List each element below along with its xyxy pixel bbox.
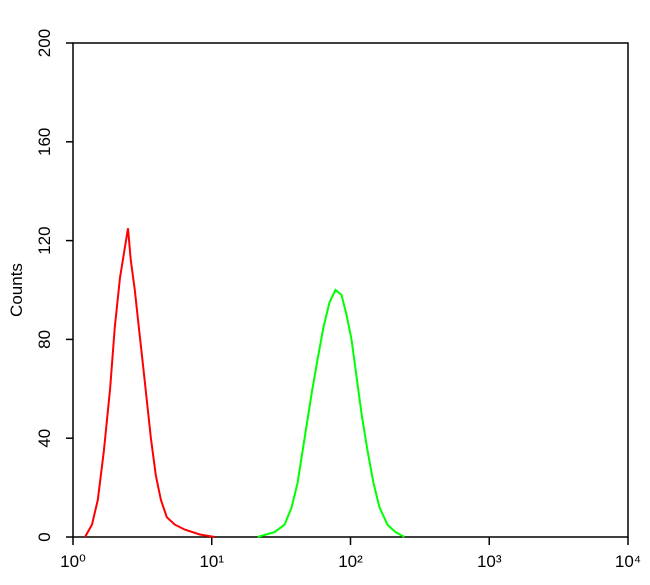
x-tick-label: 10² <box>338 552 363 571</box>
y-tick-label: 160 <box>35 128 54 156</box>
x-tick-label: 10⁴ <box>615 552 641 571</box>
series-line <box>257 288 405 538</box>
y-tick-label: 200 <box>35 29 54 57</box>
x-tick-label: 10¹ <box>199 552 224 571</box>
series-line <box>84 228 215 538</box>
y-tick-label: 120 <box>35 226 54 254</box>
x-tick-label: 10³ <box>477 552 502 571</box>
y-tick-label: 80 <box>35 330 54 349</box>
x-tick-label: 10⁰ <box>60 552 86 571</box>
y-tick-label: 40 <box>35 429 54 448</box>
y-tick-label: 0 <box>35 532 54 541</box>
y-axis-label: Counts <box>7 263 26 317</box>
plot-frame <box>72 42 629 538</box>
